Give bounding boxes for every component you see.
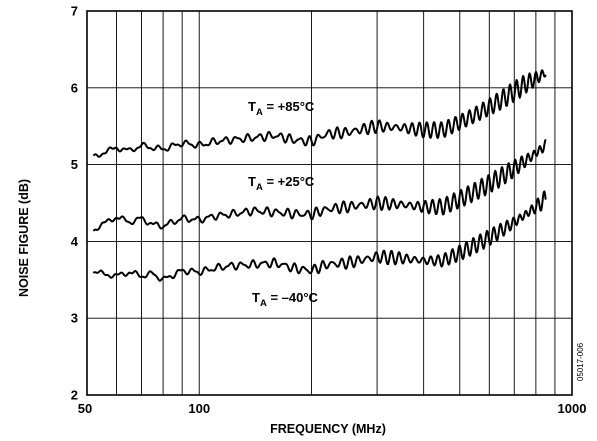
series-annotations: TA = +85°C TA = +25°C TA = –40°C [248, 99, 319, 309]
y-tick-label: 7 [71, 4, 78, 19]
plot-frame [86, 10, 573, 396]
y-tick-label: 5 [71, 157, 78, 172]
series-line [92, 190, 547, 282]
series-annotation: TA = –40°C [252, 290, 319, 309]
x-tick-label: 100 [188, 401, 210, 416]
y-tick-label: 2 [71, 388, 78, 403]
y-tick-label: 4 [71, 234, 79, 249]
series-line [92, 69, 547, 158]
grid [87, 11, 572, 395]
figure-id: 05017-006 [576, 342, 585, 381]
series-annotation: TA = +85°C [248, 99, 315, 118]
y-axis-title: NOISE FIGURE (dB) [17, 179, 31, 297]
series-line [92, 139, 547, 232]
y-tick-label: 3 [71, 311, 78, 326]
series-annotation: TA = +25°C [248, 174, 315, 193]
x-tick-label: 1000 [558, 401, 587, 416]
y-tick-labels: 2 3 4 5 6 7 [71, 4, 79, 403]
y-tick-label: 6 [71, 80, 78, 95]
x-tick-label: 50 [78, 401, 92, 416]
x-tick-labels: 50 100 1000 [78, 401, 587, 416]
series-lines [92, 69, 547, 282]
x-axis-title: FREQUENCY (MHz) [270, 422, 386, 436]
